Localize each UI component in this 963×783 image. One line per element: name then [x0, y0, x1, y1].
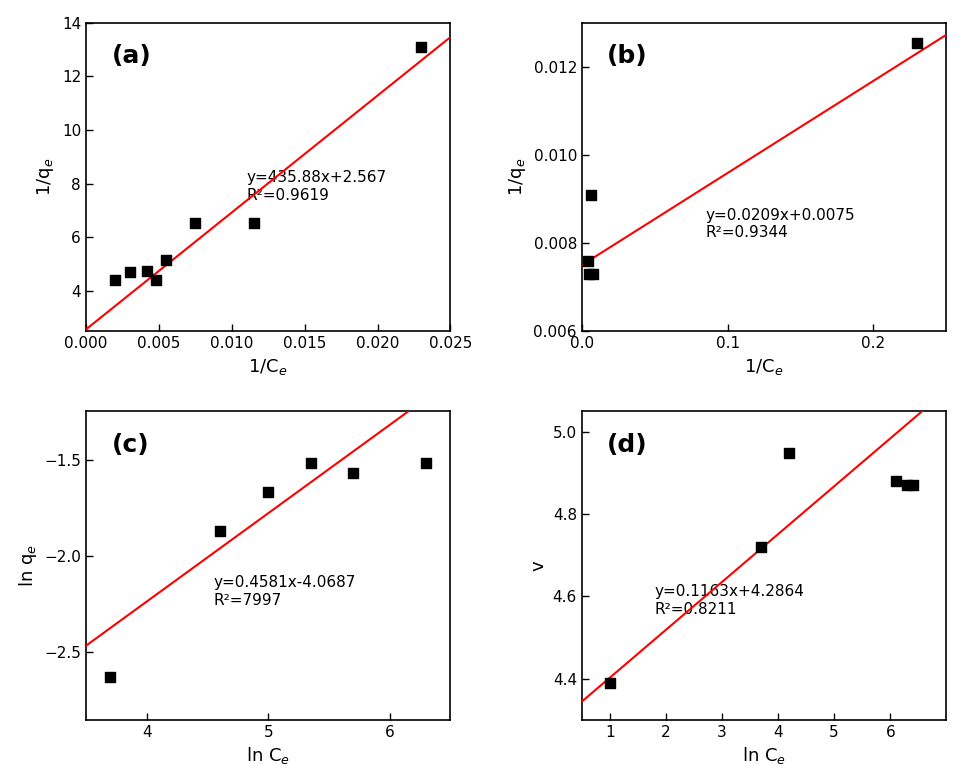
Y-axis label: v: v: [529, 561, 547, 571]
Point: [602, 677, 617, 689]
X-axis label: ln C$_e$: ln C$_e$: [247, 745, 290, 767]
Point: [122, 266, 138, 279]
Text: y=0.4581x-4.0687
R²=7997: y=0.4581x-4.0687 R²=7997: [214, 576, 356, 608]
Y-axis label: 1/q$_e$: 1/q$_e$: [36, 158, 56, 196]
Text: (a): (a): [112, 45, 151, 68]
Text: (d): (d): [608, 433, 648, 457]
Point: [414, 41, 429, 53]
Point: [261, 486, 276, 499]
Point: [159, 254, 174, 266]
Y-axis label: 1/q$_e$: 1/q$_e$: [507, 158, 528, 196]
Point: [148, 274, 164, 287]
Text: y=435.88x+2.567
R²=0.9619: y=435.88x+2.567 R²=0.9619: [247, 170, 386, 203]
Point: [419, 457, 434, 470]
Point: [782, 446, 797, 459]
Point: [582, 268, 597, 280]
Point: [102, 671, 117, 684]
Point: [212, 525, 227, 537]
Point: [580, 254, 595, 267]
Text: (b): (b): [608, 45, 648, 68]
Point: [188, 216, 203, 229]
Point: [303, 457, 319, 470]
Point: [888, 475, 903, 488]
Y-axis label: ln q$_e$: ln q$_e$: [16, 544, 39, 587]
Point: [583, 189, 598, 201]
X-axis label: 1/C$_e$: 1/C$_e$: [248, 356, 288, 377]
Point: [586, 268, 601, 280]
Point: [899, 479, 915, 492]
Point: [140, 265, 155, 277]
Text: y=0.1163x+4.2864
R²=0.8211: y=0.1163x+4.2864 R²=0.8211: [655, 584, 805, 616]
Point: [909, 36, 924, 49]
Text: y=0.0209x+0.0075
R²=0.9344: y=0.0209x+0.0075 R²=0.9344: [706, 207, 855, 240]
Point: [905, 479, 921, 492]
Point: [246, 216, 261, 229]
Point: [754, 541, 769, 554]
X-axis label: 1/C$_e$: 1/C$_e$: [744, 356, 784, 377]
Point: [346, 467, 361, 479]
Point: [108, 274, 123, 287]
Text: (c): (c): [112, 433, 149, 457]
X-axis label: ln C$_e$: ln C$_e$: [742, 745, 786, 767]
